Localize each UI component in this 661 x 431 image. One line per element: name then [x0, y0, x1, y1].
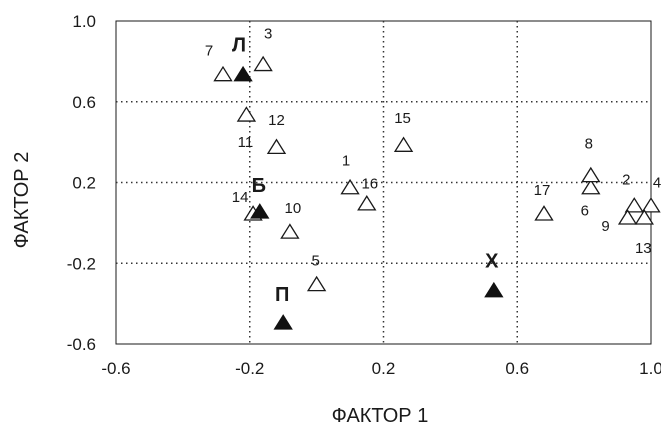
group-label: П	[275, 284, 289, 306]
tick-labels: -0.6 -0.2 0.2 0.6 1.0 1.0 0.6 0.2 -0.2 -0.6	[67, 12, 661, 378]
open-triangle-marker	[306, 275, 327, 292]
group-label: Х	[485, 251, 499, 273]
point-label: 6	[581, 203, 589, 220]
x-axis-title: ФАКТОР 1	[332, 405, 429, 426]
open-triangle-marker	[236, 106, 257, 122]
point-label: 3	[264, 25, 272, 42]
filled-triangle-marker	[484, 281, 504, 298]
y-tick-label: 0.6	[72, 93, 96, 112]
point-label: 11	[238, 134, 254, 151]
open-triangle-marker	[581, 178, 601, 195]
open-triangle-marker	[357, 195, 377, 211]
open-triangle-marker	[624, 197, 644, 213]
point-label: 17	[534, 182, 551, 199]
open-triangle-marker	[266, 138, 287, 154]
point-label: 4	[653, 175, 661, 192]
open-triangle-marker	[634, 209, 654, 225]
x-tick-label: -0.6	[101, 359, 130, 378]
x-tick-label: -0.2	[235, 359, 264, 378]
point-label: 16	[361, 176, 378, 193]
point-label: 5	[311, 252, 319, 269]
point-label: 14	[232, 189, 249, 206]
y-tick-label: 1.0	[72, 12, 96, 31]
point-label: 2	[622, 172, 630, 189]
open-triangle-marker	[253, 55, 273, 72]
point-label: 13	[635, 240, 652, 257]
x-tick-label: 1.0	[639, 359, 661, 378]
point-label: 12	[268, 112, 285, 129]
open-triangle-marker	[534, 205, 554, 221]
point-label: 10	[285, 200, 302, 217]
point-label: 15	[394, 110, 411, 127]
point-label: 9	[601, 218, 609, 235]
filled-triangle-marker	[233, 65, 253, 82]
filled-triangle-marker	[273, 314, 293, 330]
group-label: Л	[232, 35, 246, 57]
x-tick-label: 0.6	[505, 359, 529, 378]
y-tick-label: -0.2	[67, 254, 96, 273]
y-tick-label: -0.6	[67, 335, 96, 354]
grid-lines	[116, 21, 651, 344]
open-triangle-marker	[641, 197, 661, 213]
point-label: 1	[342, 153, 350, 170]
group-label: Б	[252, 175, 266, 197]
x-tick-label: 0.2	[372, 359, 396, 378]
filled-triangle-marker	[250, 203, 270, 219]
open-triangle-marker	[213, 65, 233, 82]
point-label: 7	[205, 43, 213, 60]
open-triangle-marker	[393, 136, 414, 152]
y-axis-title: ФАКТОР 2	[11, 152, 33, 249]
open-triangle-marker	[340, 178, 360, 195]
open-triangle-marker	[581, 166, 601, 183]
point-label: 8	[585, 135, 593, 152]
open-triangle-marker	[280, 223, 300, 239]
y-tick-label: 0.2	[72, 174, 96, 193]
open-triangle-marker	[617, 209, 638, 225]
